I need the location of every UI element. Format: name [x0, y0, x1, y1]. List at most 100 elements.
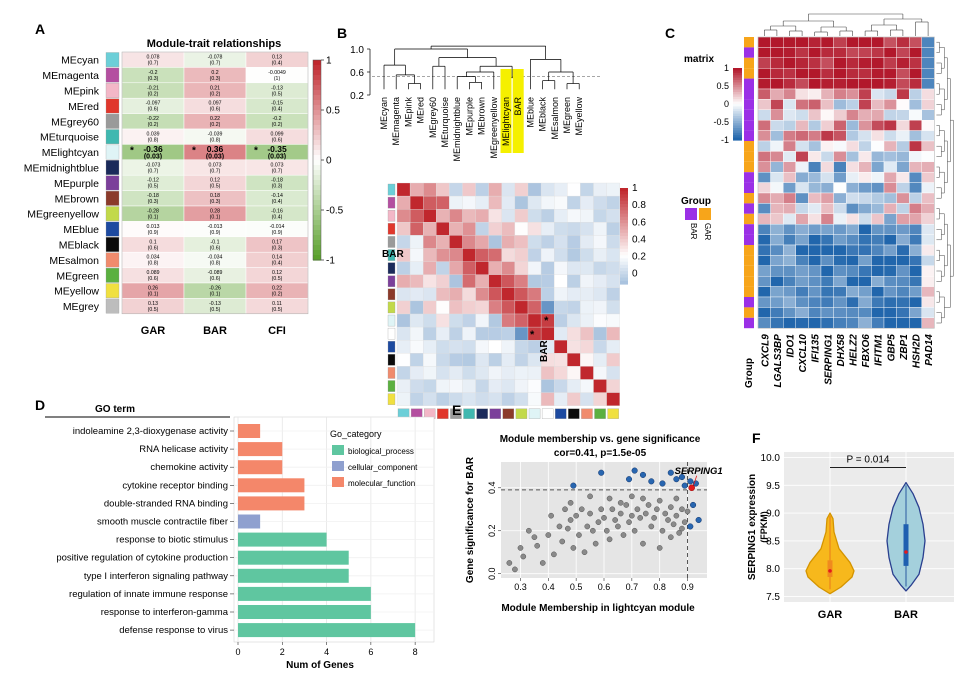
legend-gradient-step — [313, 250, 321, 256]
corr-cell — [462, 235, 476, 249]
col-color-swatch — [594, 408, 606, 419]
scatter-point — [525, 527, 532, 534]
scatter-point — [562, 506, 568, 513]
corr-cell — [475, 392, 489, 406]
row-color-swatch — [387, 314, 396, 327]
scatter-point — [578, 506, 585, 513]
expr-cell — [896, 234, 910, 246]
corr-value: -0.2 — [273, 116, 282, 122]
expr-cell — [795, 276, 809, 287]
legend-gradient-step — [733, 70, 742, 74]
panel-e-title: Module membership vs. gene significance — [500, 434, 701, 445]
corr-cell — [488, 300, 502, 315]
p-value: (0.6) — [272, 138, 283, 144]
group-label: BAR — [894, 609, 918, 621]
corr-cell — [409, 195, 424, 210]
expr-cell — [808, 109, 822, 121]
corr-cell — [593, 222, 607, 236]
expr-cell — [820, 171, 834, 183]
gene-label: IFI135 — [811, 334, 822, 363]
expr-cell — [846, 203, 860, 214]
corr-cell — [540, 300, 555, 315]
expr-cell — [757, 88, 771, 100]
expr-cell — [808, 223, 822, 235]
expr-cell — [909, 223, 923, 235]
expr-cell — [883, 161, 897, 173]
expr-cell — [846, 171, 860, 183]
p-value: (0.5) — [272, 91, 283, 97]
expr-cell — [783, 119, 797, 131]
expr-cell — [871, 47, 885, 59]
expr-cell — [770, 67, 784, 79]
corr-cell — [396, 379, 411, 393]
corr-cell — [554, 340, 568, 354]
expr-cell — [757, 78, 771, 90]
legend-gradient-step — [313, 65, 321, 71]
corr-cell — [475, 274, 489, 288]
expr-cell — [858, 192, 872, 204]
expr-cell — [808, 78, 822, 90]
panel-d-go-bar-chart: D GO term indoleamine 2,3-dioxygenase ac… — [35, 397, 435, 671]
expr-cell — [783, 36, 797, 48]
expr-cell — [883, 203, 897, 214]
legend-gradient-step — [313, 255, 321, 261]
corr-value: -0.18 — [147, 193, 159, 199]
scatter-point — [567, 499, 574, 506]
corr-value: 0.22 — [272, 286, 282, 292]
y-tick-label: 0.2 — [487, 524, 497, 537]
expr-cell — [846, 140, 860, 152]
scatter-point-hub — [687, 523, 694, 530]
corr-cell — [409, 392, 424, 406]
expr-cell — [757, 109, 771, 121]
expr-cell — [921, 276, 935, 287]
module-color-swatch — [105, 283, 120, 299]
p-value: (0.1) — [148, 215, 159, 221]
expr-cell — [820, 78, 834, 90]
corr-cell — [475, 248, 489, 262]
legend-tick-label: -1 — [721, 135, 729, 145]
corr-cell — [593, 353, 607, 367]
expr-cell — [896, 151, 910, 162]
expr-cell — [820, 88, 834, 100]
corr-value: 0.22 — [210, 116, 220, 122]
corr-value: 0.073 — [271, 162, 284, 168]
expr-cell — [783, 109, 797, 121]
expr-cell — [833, 255, 847, 266]
leaf-label: MEsalmon — [550, 97, 560, 140]
scatter-point — [576, 532, 582, 538]
p-value: (0.8) — [148, 261, 159, 267]
corr-cell — [462, 366, 476, 380]
legend-gradient-step — [733, 135, 742, 139]
corr-cell — [475, 287, 489, 302]
expr-cell — [871, 109, 885, 121]
corr-cell — [567, 222, 581, 236]
corr-cell — [540, 287, 555, 302]
group-bar-cell — [744, 234, 754, 245]
corr-cell — [449, 248, 463, 262]
expr-cell — [783, 130, 797, 142]
legend-gradient-step — [733, 132, 742, 136]
scatter-point — [626, 519, 632, 525]
trait-label: CFI — [268, 325, 286, 337]
row-color-swatch — [387, 183, 396, 196]
expr-cell — [883, 67, 897, 79]
corr-cell — [501, 353, 516, 367]
expr-cell — [921, 307, 935, 318]
corr-cell — [475, 235, 489, 249]
expr-cell — [921, 317, 935, 329]
corr-cell — [514, 248, 529, 262]
expr-cell — [783, 265, 797, 277]
expr-cell — [846, 265, 860, 277]
expr-cell — [846, 192, 860, 204]
p-value: (0.03) — [268, 153, 286, 160]
corr-value: 0.14 — [272, 255, 282, 261]
expr-cell — [833, 99, 847, 111]
scatter-point — [617, 499, 624, 506]
panel-e-subtitle: cor=0.41, p=1.5e-05 — [554, 448, 647, 459]
expr-cell — [770, 109, 784, 121]
expr-cell — [783, 67, 797, 79]
module-color-swatch — [105, 98, 120, 114]
expr-cell — [820, 57, 834, 69]
expr-cell — [909, 265, 923, 277]
expr-cell — [757, 140, 771, 152]
